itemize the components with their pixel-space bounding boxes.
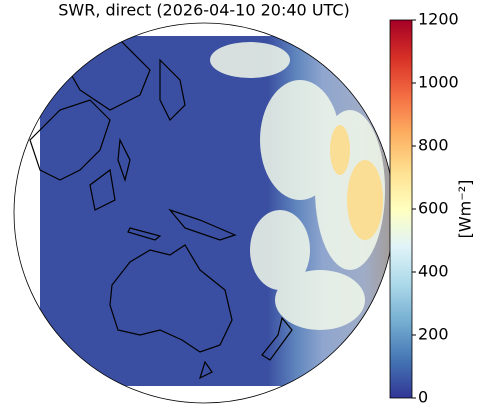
colorbar-tick-label: 600 xyxy=(418,199,449,218)
colorbar-tick-label: 0 xyxy=(418,388,428,407)
colorbar-label: [Wm⁻²] xyxy=(456,180,475,239)
colorbar-tick-label: 1200 xyxy=(418,10,459,29)
map-title: SWR, direct (2026-04-10 20:40 UTC) xyxy=(58,1,350,20)
colorbar xyxy=(389,19,413,399)
colorbar-tick-label: 400 xyxy=(418,262,449,281)
colorbar-tick-label: 200 xyxy=(418,325,449,344)
colorbar-tick-label: 1000 xyxy=(418,73,459,92)
colorbar-tick-label: 800 xyxy=(418,136,449,155)
globe xyxy=(14,23,394,403)
